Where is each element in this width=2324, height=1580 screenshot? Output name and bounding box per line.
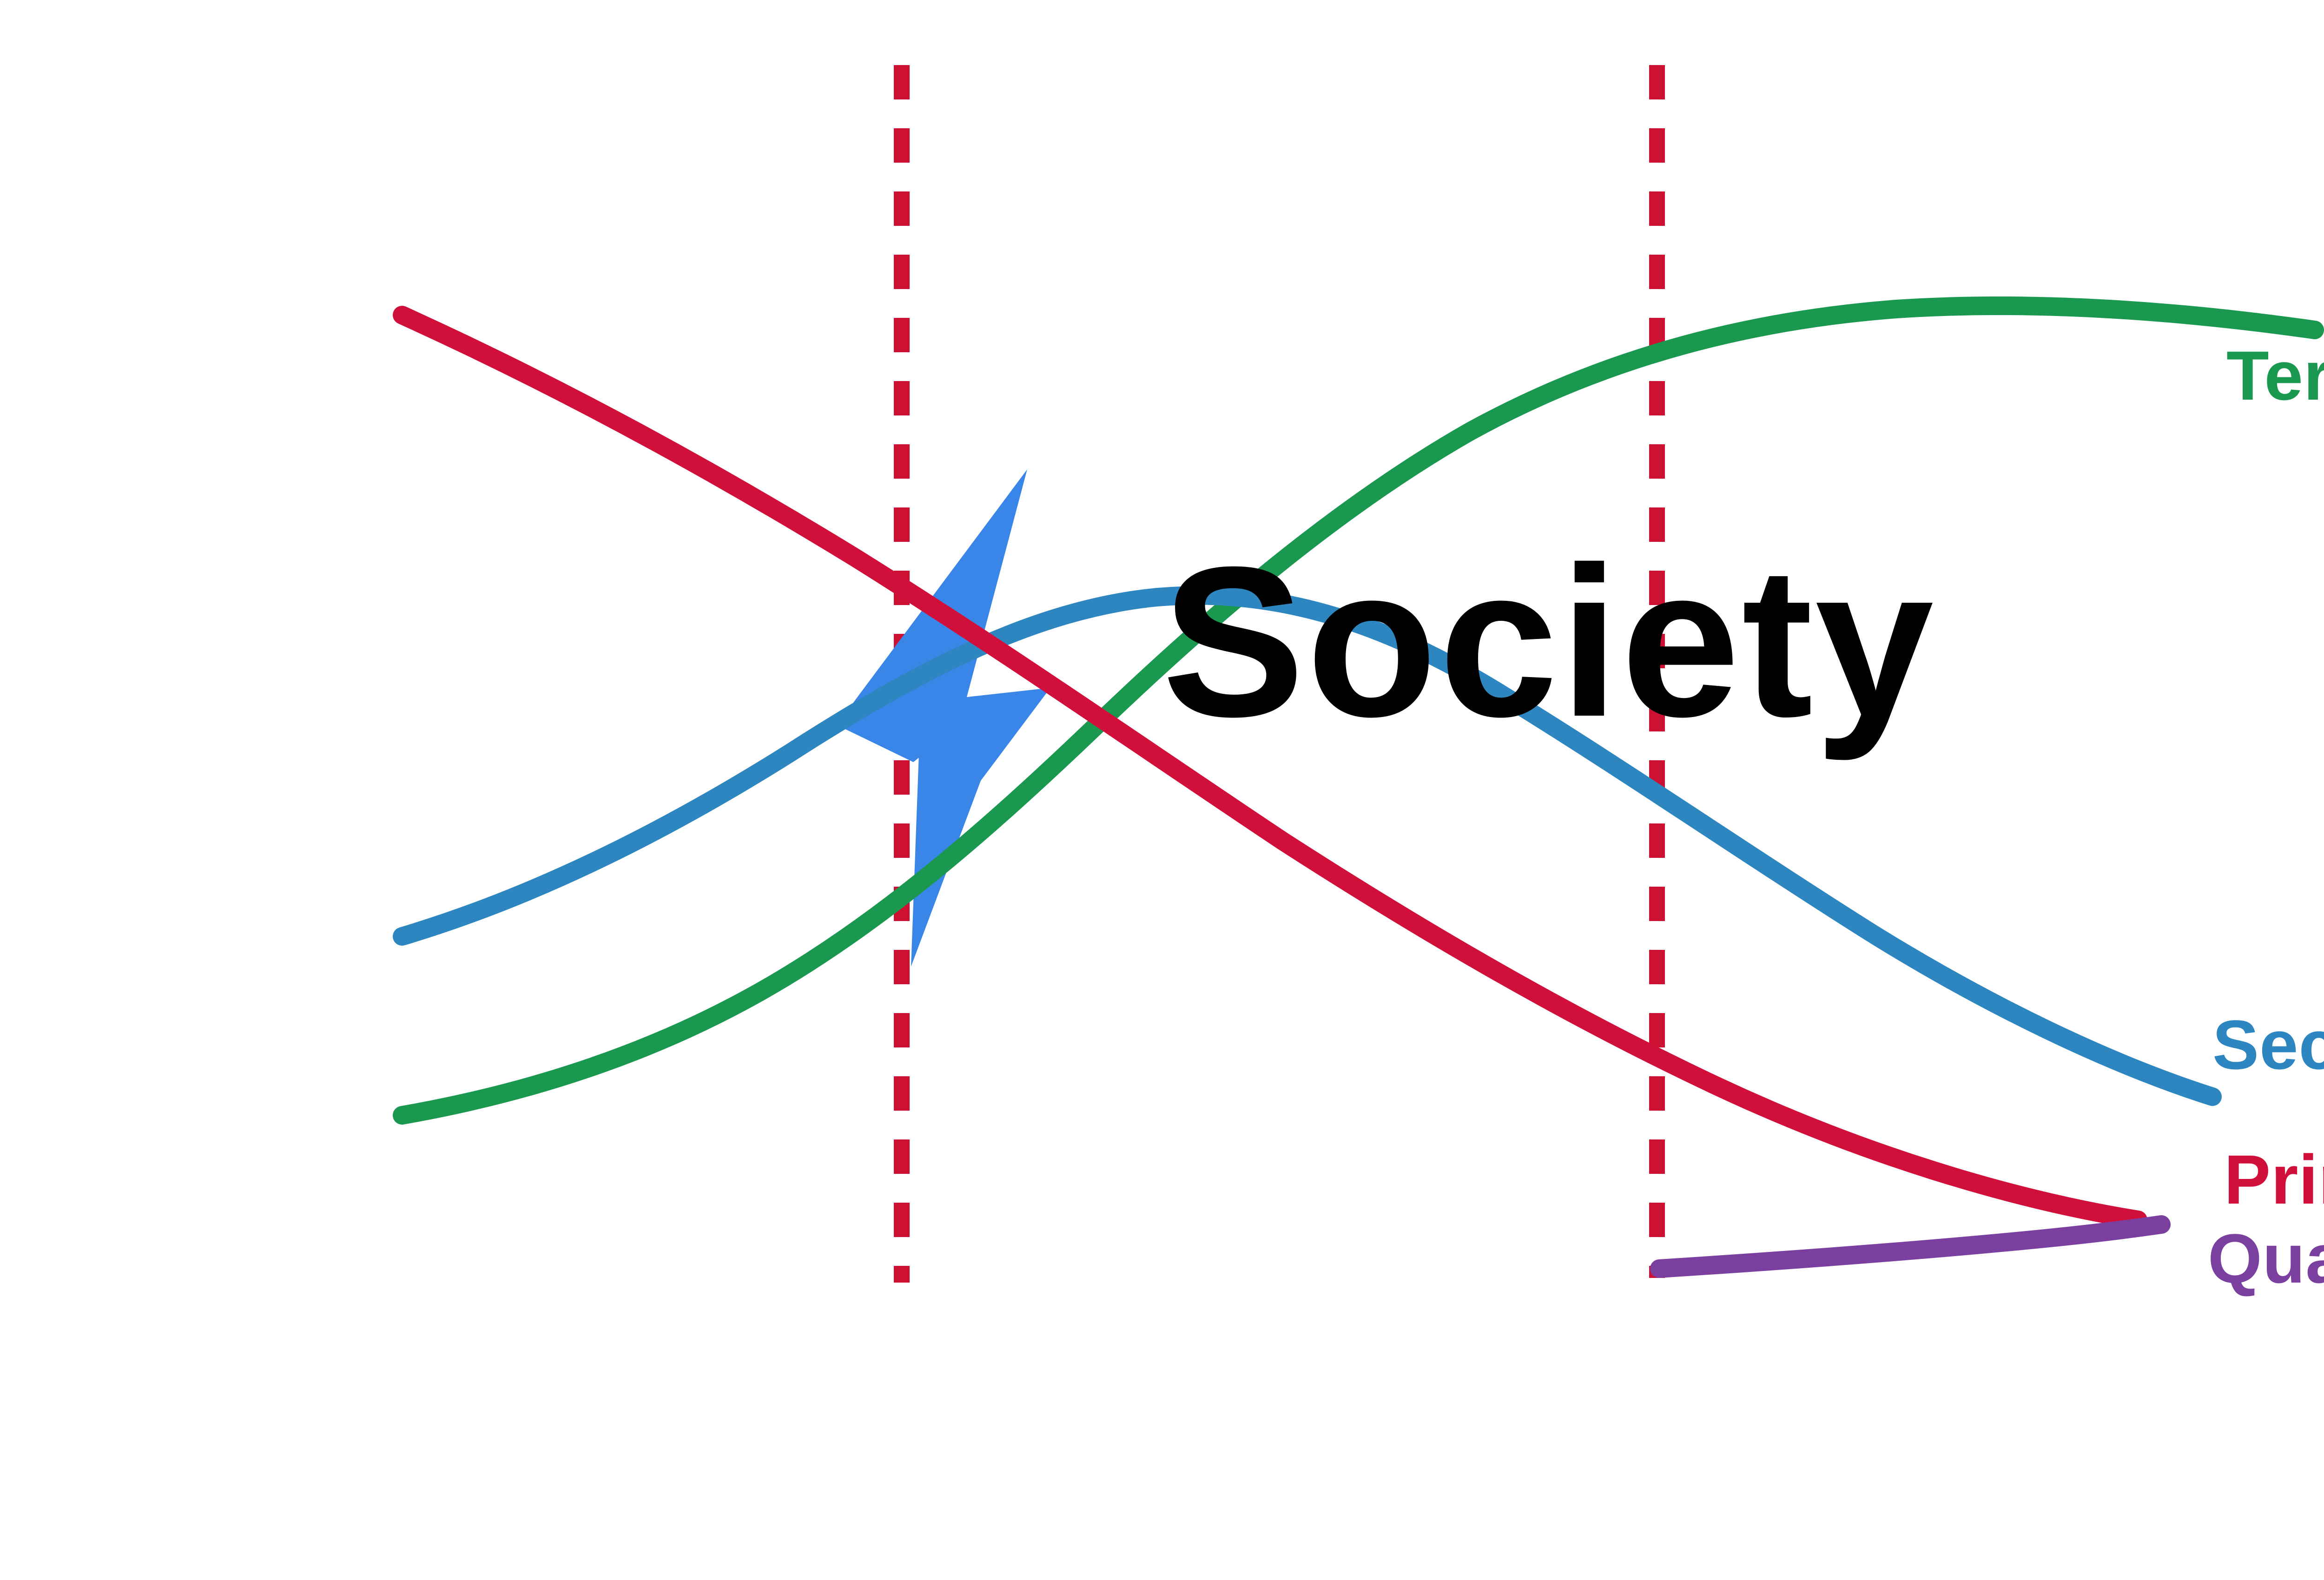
- curve-secondary: [393, 586, 2222, 1106]
- curve-primary: [393, 306, 2147, 1229]
- curve-quaternary: [1650, 1215, 2171, 1278]
- series-label-primary: Primary: [2224, 1140, 2324, 1218]
- series-label-tertiary: Tertiary: [2226, 336, 2324, 415]
- transition-arrow-icon: [837, 469, 1050, 967]
- curve-tertiary: [393, 296, 2324, 1125]
- series-label-secondary: Secondary: [2212, 1006, 2324, 1084]
- society-title: Society: [1162, 523, 1935, 763]
- series-label-quaternary: Quaternary: [2208, 1219, 2324, 1297]
